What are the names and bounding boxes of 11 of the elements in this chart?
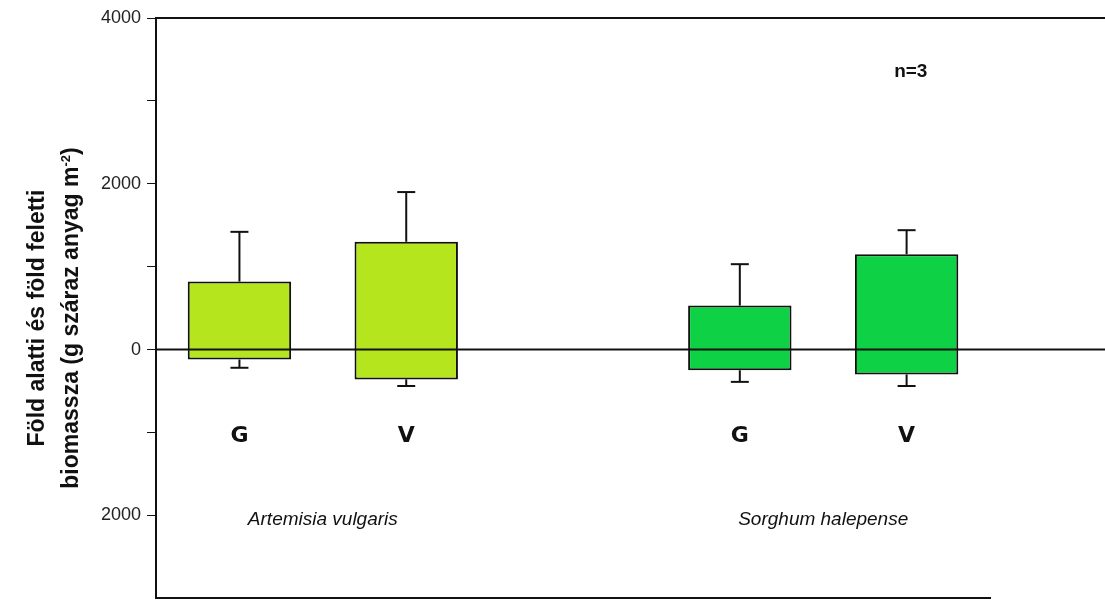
x-tick-label: G	[230, 422, 249, 448]
annotation: Artemisia vulgaris	[246, 507, 399, 529]
annotation: n=3	[894, 60, 928, 82]
x-tick-label: G	[730, 422, 749, 448]
y-tick-label: 2000	[101, 504, 142, 525]
x-tick-label: V	[898, 422, 916, 448]
x-tick-label: V	[397, 422, 415, 448]
y-tick-label: 4000	[101, 6, 142, 27]
y-tick-label: 0	[131, 338, 142, 359]
annotation: Sorghum halepense	[738, 507, 909, 529]
y-tick-label: 2000	[101, 172, 142, 193]
